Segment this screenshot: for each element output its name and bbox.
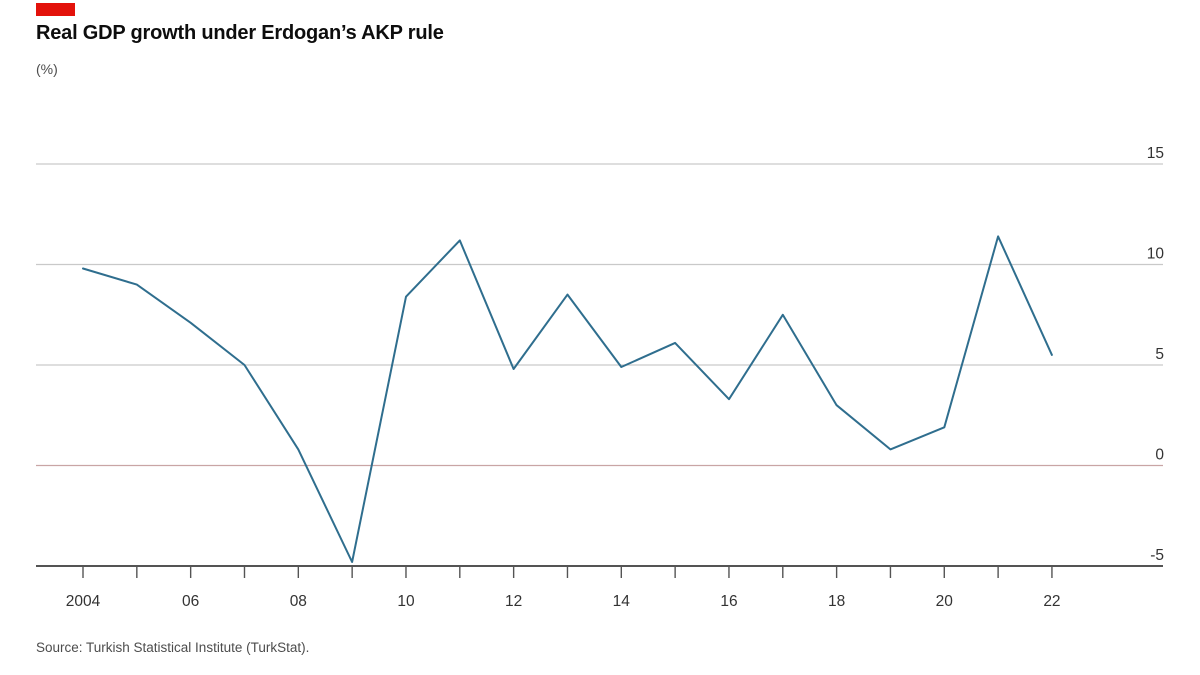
x-tick-label: 20 xyxy=(936,593,954,610)
x-tick-label: 06 xyxy=(182,593,199,610)
chart-title: Real GDP growth under Erdogan’s AKP rule xyxy=(36,22,444,44)
unit-label: (%) xyxy=(36,61,58,77)
x-tick-label: 12 xyxy=(505,593,522,610)
y-tick-label: 0 xyxy=(1155,447,1164,464)
y-tick-label: 5 xyxy=(1155,346,1164,363)
source-note: Source: Turkish Statistical Institute (T… xyxy=(36,640,310,655)
y-tick-label: 15 xyxy=(1147,145,1164,162)
brand-tag xyxy=(36,3,75,16)
x-tick-label: 14 xyxy=(613,593,631,610)
x-tick-label: 08 xyxy=(290,593,307,610)
x-tick-label: 2004 xyxy=(66,593,101,610)
y-tick-label: 10 xyxy=(1147,246,1165,263)
x-tick-label: 22 xyxy=(1043,593,1060,610)
x-tick-label: 16 xyxy=(720,593,737,610)
x-tick-label: 10 xyxy=(397,593,415,610)
y-tick-label: -5 xyxy=(1150,547,1164,564)
gdp-line xyxy=(82,235,1053,563)
x-tick-label: 18 xyxy=(828,593,845,610)
